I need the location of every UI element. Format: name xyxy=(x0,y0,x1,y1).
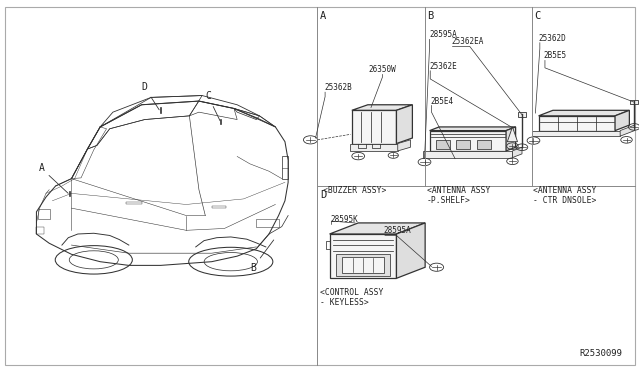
Text: 25362E: 25362E xyxy=(429,62,458,71)
Text: B: B xyxy=(427,11,433,20)
Bar xyxy=(352,110,396,144)
Bar xyxy=(456,140,470,149)
Polygon shape xyxy=(539,110,629,116)
Polygon shape xyxy=(396,105,412,144)
Bar xyxy=(518,112,526,116)
Bar xyxy=(256,219,278,227)
Text: 26350W: 26350W xyxy=(369,65,396,74)
Text: <CONTROL ASSY
- KEYLESS>: <CONTROL ASSY - KEYLESS> xyxy=(320,288,383,307)
Text: 28595K: 28595K xyxy=(330,215,358,224)
Bar xyxy=(212,206,226,208)
Text: <ANTENNA ASSY
- CTR DNSOLE>: <ANTENNA ASSY - CTR DNSOLE> xyxy=(534,186,597,205)
Text: R2530099: R2530099 xyxy=(580,349,623,358)
Bar xyxy=(539,116,615,131)
Text: 2B5E4: 2B5E4 xyxy=(431,96,454,106)
Bar xyxy=(477,140,491,149)
Text: 25362EA: 25362EA xyxy=(451,38,484,46)
Text: 28595A: 28595A xyxy=(384,227,412,235)
Bar xyxy=(532,131,620,136)
Polygon shape xyxy=(397,140,410,151)
Text: 25362D: 25362D xyxy=(539,34,566,43)
Bar xyxy=(350,144,397,151)
Bar xyxy=(423,151,513,158)
Text: B: B xyxy=(250,240,274,273)
Bar xyxy=(282,157,288,179)
Text: D: D xyxy=(141,82,159,110)
Bar xyxy=(125,202,141,205)
Text: A: A xyxy=(38,163,68,193)
Text: <BUZZER ASSY>: <BUZZER ASSY> xyxy=(323,186,386,195)
Bar xyxy=(429,131,506,151)
Bar xyxy=(436,140,450,149)
Polygon shape xyxy=(615,110,629,131)
Polygon shape xyxy=(429,127,516,131)
Text: 25362B: 25362B xyxy=(324,83,352,92)
Bar xyxy=(330,234,396,278)
Text: <ANTENNA ASSY
-P.SHELF>: <ANTENNA ASSY -P.SHELF> xyxy=(427,186,490,205)
Bar xyxy=(36,227,44,234)
Text: A: A xyxy=(320,11,326,20)
Bar xyxy=(38,209,50,219)
Polygon shape xyxy=(513,147,522,158)
Text: 28595A: 28595A xyxy=(429,31,457,39)
Polygon shape xyxy=(352,105,412,110)
Text: D: D xyxy=(320,190,326,200)
Polygon shape xyxy=(396,223,425,278)
Polygon shape xyxy=(330,223,425,234)
Text: 2B5E5: 2B5E5 xyxy=(543,51,567,61)
Polygon shape xyxy=(506,127,516,151)
Bar xyxy=(630,100,638,104)
Text: C: C xyxy=(205,91,220,121)
Polygon shape xyxy=(508,127,518,142)
Text: C: C xyxy=(534,11,540,20)
Bar xyxy=(342,257,384,273)
Polygon shape xyxy=(620,125,634,136)
Bar xyxy=(336,254,390,276)
